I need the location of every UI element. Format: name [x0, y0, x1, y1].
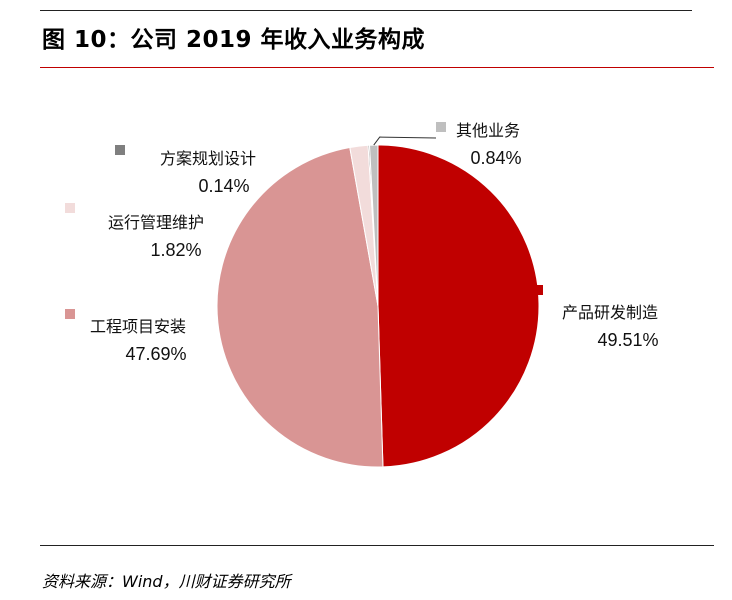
slice-label-2: 运行管理维护 [108, 213, 204, 232]
legend-marker-1 [65, 309, 75, 319]
legend-marker-4 [436, 122, 446, 132]
slice-label-0: 产品研发制造 [562, 303, 658, 322]
pie-slice-1 [216, 146, 384, 468]
pie-slices [216, 144, 540, 468]
source-note: 资料来源：Wind，川财证券研究所 [42, 572, 291, 591]
slice-value-2: 1.82% [150, 240, 201, 260]
slice-label-3: 方案规划设计 [160, 149, 256, 168]
leader-line [373, 136, 437, 146]
slice-value-0: 49.51% [597, 330, 658, 350]
top-rule [40, 10, 692, 11]
slice-label-4: 其他业务 [456, 121, 520, 140]
slice-label-1: 工程项目安装 [90, 317, 186, 336]
slice-value-3: 0.14% [198, 176, 249, 196]
title-underline [40, 67, 714, 68]
slice-value-4: 0.84% [470, 148, 521, 168]
legend-marker-2 [65, 203, 75, 213]
figure-title: 图 10：公司 2019 年收入业务构成 [42, 27, 426, 53]
pie-labels: 产品研发制造 49.51% 工程项目安装 47.69% 运行管理维护 1.82% 方案规划设… [65, 121, 659, 364]
legend-marker-0 [533, 285, 543, 295]
slice-value-1: 47.69% [125, 344, 186, 364]
legend-marker-3 [115, 145, 125, 155]
pie-slice-0 [377, 144, 540, 468]
bottom-rule [40, 545, 714, 546]
